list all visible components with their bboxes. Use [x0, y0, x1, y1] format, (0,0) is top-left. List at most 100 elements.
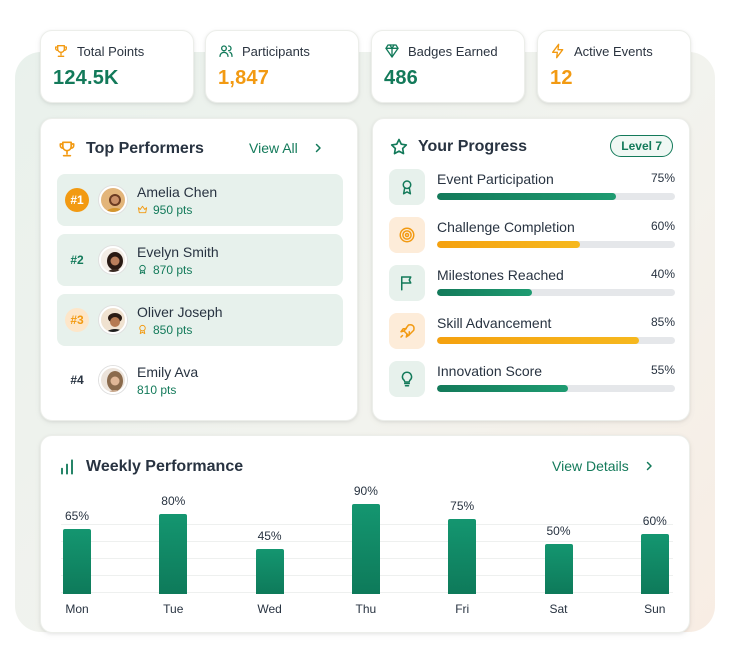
progress-bar: [437, 385, 675, 392]
top-performers-title: Top Performers: [57, 139, 204, 159]
avatar: [99, 246, 127, 274]
crown-icon: [137, 205, 148, 214]
chart-bar-wed[interactable]: [255, 549, 284, 594]
progress-label: Innovation Score: [437, 363, 543, 379]
performer-row[interactable]: #2 Evelyn Smith 870 pts: [57, 234, 343, 286]
chart-value-label: 90%: [353, 484, 378, 498]
performer-points: 810 pts: [137, 382, 177, 397]
chart-value-label: 75%: [450, 499, 475, 513]
stat-value: 12: [550, 67, 573, 89]
chart-value-label: 50%: [546, 524, 571, 538]
performer-name: Evelyn Smith: [137, 243, 219, 260]
rocket-icon: [400, 324, 415, 338]
award-icon: [402, 180, 412, 195]
chart-value-label: 45%: [257, 529, 282, 543]
your-progress-title: Your Progress: [389, 137, 527, 157]
stat-label: Active Events: [574, 43, 653, 59]
progress-item-innovation-score: Innovation Score 55%: [389, 359, 675, 399]
progress-fill: [437, 241, 580, 248]
progress-fill: [437, 337, 640, 344]
badge-icon: [385, 44, 399, 58]
performer-name: Emily Ava: [137, 363, 199, 380]
section-title-text: Weekly Performance: [86, 458, 244, 475]
progress-label: Milestones Reached: [437, 267, 564, 283]
section-title-text: Your Progress: [418, 138, 528, 155]
chart-category-label: Sun: [644, 602, 666, 616]
target-icon: [399, 227, 415, 243]
view-all-link[interactable]: View All: [249, 140, 324, 156]
progress-bar: [437, 289, 675, 296]
chart-category-label: Wed: [257, 602, 282, 616]
chart-bar-mon[interactable]: [63, 529, 91, 594]
users-icon: [219, 45, 233, 57]
progress-item-challenge-completion: Challenge Completion 60%: [389, 215, 675, 255]
progress-item-event-participation: Event Participation 75%: [389, 167, 675, 207]
bar-chart-icon: [61, 459, 73, 475]
stat-card-badges-earned: Badges Earned 486: [371, 30, 525, 103]
badge-icon: [139, 264, 146, 275]
chart-bar-sun[interactable]: [640, 534, 669, 594]
view-details-link[interactable]: View Details: [552, 458, 655, 474]
chart-category-label: Thu: [355, 602, 377, 616]
stat-card-active-events: Active Events 12: [537, 30, 691, 103]
chart-bar-tue[interactable]: [159, 514, 188, 594]
progress-value: 40%: [650, 267, 675, 281]
chart-category-label: Mon: [65, 602, 89, 616]
chevron-right-icon: [646, 461, 652, 471]
progress-item-milestones-reached: Milestones Reached 40%: [389, 263, 675, 303]
performer-points: 870 pts: [153, 262, 193, 277]
view-all-label: View All: [249, 140, 298, 156]
badge-icon: [139, 324, 146, 335]
progress-fill: [437, 289, 533, 296]
rank-badge: #2: [70, 253, 84, 267]
view-details-label: View Details: [552, 458, 629, 474]
progress-bar: [437, 337, 675, 344]
stat-label: Total Points: [77, 43, 145, 59]
stat-label: Participants: [242, 43, 310, 59]
progress-value: 85%: [650, 315, 675, 329]
performer-row[interactable]: #1 Amelia Chen 950 pts: [57, 174, 343, 226]
your-progress-card: Your Progress Level 7 Event Participatio…: [372, 118, 690, 421]
progress-label: Event Participation: [437, 171, 554, 187]
chevron-right-icon: [315, 143, 321, 153]
level-badge: Level 7: [610, 135, 673, 157]
trophy-icon: [59, 141, 75, 157]
progress-value: 75%: [650, 171, 675, 185]
chart-bar-sat[interactable]: [544, 544, 573, 594]
trophy-icon: [55, 45, 67, 57]
avatar: [99, 186, 127, 214]
performer-points: 850 pts: [153, 322, 193, 337]
rank-badge: #3: [65, 308, 89, 332]
chart-value-label: 65%: [64, 509, 90, 523]
lightning-icon: [552, 43, 564, 59]
chart-bar-thu[interactable]: [351, 504, 380, 594]
chart-value-label: 80%: [161, 494, 186, 508]
progress-value: 60%: [650, 219, 675, 233]
weekly-performance-title: Weekly Performance: [57, 457, 243, 477]
progress-label: Skill Advancement: [437, 315, 552, 331]
top-performers-card: Top Performers View All #1 Amelia Chen 9…: [40, 118, 358, 421]
progress-fill: [437, 385, 568, 392]
performer-name: Oliver Joseph: [137, 303, 223, 320]
progress-bar: [437, 241, 675, 248]
weekly-performance-card: Weekly Performance View Details 65% Mon 80…: [40, 435, 690, 633]
stat-label: Badges Earned: [408, 43, 498, 59]
progress-value: 55%: [650, 363, 675, 377]
chart-category-label: Sat: [549, 602, 568, 616]
avatar: [99, 366, 127, 394]
avatar: [99, 306, 127, 334]
stat-value: 1,847: [218, 67, 270, 89]
chart-bar-fri[interactable]: [448, 519, 477, 594]
performer-points: 950 pts: [153, 202, 193, 217]
performer-row[interactable]: #3 Oliver Joseph 850 pts: [57, 294, 343, 346]
stat-card-total-points: Total Points 124.5K: [40, 30, 194, 103]
chart-category-label: Tue: [163, 602, 184, 616]
performer-row[interactable]: #4 Emily Ava 810 pts: [57, 354, 343, 406]
chart-category-label: Fri: [455, 602, 470, 616]
stat-card-participants: Participants 1,847: [205, 30, 359, 103]
lightbulb-icon: [401, 371, 413, 387]
performer-name: Amelia Chen: [137, 183, 218, 200]
progress-bar: [437, 193, 675, 200]
progress-label: Challenge Completion: [437, 219, 575, 235]
stat-value: 124.5K: [53, 67, 119, 89]
